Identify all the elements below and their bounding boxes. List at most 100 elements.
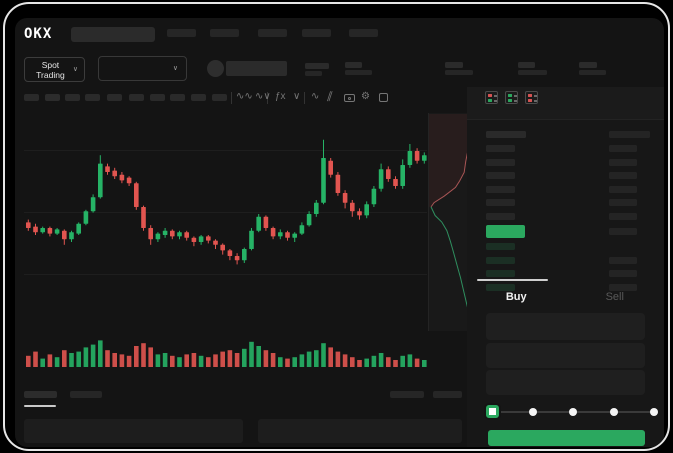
volume-bar (306, 351, 312, 367)
candle-body (155, 233, 161, 240)
timeframe-button-placeholder[interactable] (24, 94, 39, 101)
orderbook-ask-row[interactable] (467, 212, 664, 225)
orderbook-bid-row[interactable] (467, 256, 664, 269)
candle-body (364, 204, 369, 216)
stat-value-bar (518, 70, 547, 75)
buy-submit-button[interactable] (488, 430, 645, 446)
candle-body (292, 233, 297, 238)
volume-bar (155, 354, 161, 367)
volume-bar (256, 346, 261, 367)
volume-bar (414, 358, 420, 367)
chart-gridline (24, 274, 427, 275)
orderbook-combined-icon[interactable] (485, 91, 498, 104)
pair-name-placeholder[interactable] (226, 61, 287, 76)
timeframe-button-placeholder[interactable] (107, 94, 122, 101)
orderbook-ask-row[interactable] (467, 199, 664, 211)
nav-item-placeholder[interactable] (258, 29, 287, 37)
market-type-dropdown[interactable]: Spot Trading ∨ (24, 57, 85, 82)
candle-body (414, 151, 420, 161)
timeframe-button-placeholder[interactable] (128, 94, 144, 101)
orderbook-last-price-row[interactable] (467, 225, 664, 239)
orderbook-price-bar (486, 185, 515, 193)
fullscreen-icon[interactable] (379, 93, 388, 102)
tab-sell[interactable]: Sell (566, 284, 665, 310)
orderbook-bid-row[interactable] (467, 243, 664, 255)
orders-panel-placeholder (258, 419, 462, 443)
last-price-placeholder (305, 63, 329, 76)
chart-layout-icon[interactable]: ∿∨ (255, 91, 271, 102)
nav-item-placeholder[interactable] (210, 29, 239, 37)
price-input[interactable] (486, 313, 645, 340)
drawing-tools-icon[interactable]: ∥ (325, 91, 334, 102)
candle-body (278, 232, 283, 237)
orderbook-price-bar (486, 243, 515, 250)
volume-bar (342, 354, 348, 367)
orderbook-ask-row[interactable] (467, 172, 664, 184)
timeframe-button-placeholder[interactable] (149, 94, 165, 101)
amount-slider[interactable] (486, 405, 658, 418)
orderbook-ask-row[interactable] (467, 185, 664, 198)
orderbook-ask-row[interactable] (467, 158, 664, 171)
indicators-icon[interactable]: ƒx (275, 91, 286, 102)
orderbook-header[interactable] (467, 131, 664, 143)
nav-item-placeholder[interactable] (349, 29, 378, 37)
total-input[interactable] (486, 370, 645, 395)
timeframe-button-placeholder[interactable] (169, 94, 185, 101)
candle-body (162, 230, 168, 235)
timeframe-button-placeholder[interactable] (65, 94, 81, 101)
candle-body (371, 188, 377, 205)
volume-bar (407, 354, 413, 367)
indicators-chevron-icon[interactable]: ∨ (293, 91, 301, 102)
candle-body (177, 232, 182, 237)
timeframe-button-placeholder[interactable] (85, 94, 101, 101)
settings-gear-icon[interactable]: ⚙ (361, 91, 370, 102)
candle-body (270, 228, 276, 237)
camera-icon[interactable] (344, 94, 355, 102)
candle-style-icon[interactable]: ∿∿ (236, 91, 253, 102)
orders-tab[interactable] (70, 391, 102, 398)
candle-body (213, 240, 218, 245)
orderbook-price-bar (486, 199, 515, 206)
volume-bar (76, 351, 81, 367)
pair-select-dropdown[interactable]: ∨ (98, 56, 187, 81)
line-tool-icon[interactable]: ∿ (311, 91, 320, 102)
volume-bar (90, 344, 96, 367)
volume-bar (299, 354, 305, 367)
candle-body (378, 169, 384, 189)
slider-step-dot[interactable] (650, 408, 658, 416)
tab-buy[interactable]: Buy (467, 279, 566, 310)
slider-step-dot[interactable] (569, 408, 577, 416)
orderbook-asks-icon[interactable] (525, 91, 538, 104)
candlestick-chart[interactable] (24, 109, 427, 279)
nav-item-placeholder[interactable] (302, 29, 331, 37)
stat-label-bar (345, 62, 362, 68)
volume-bar (400, 355, 405, 367)
nav-item-placeholder[interactable] (167, 29, 196, 37)
search-box[interactable] (71, 27, 155, 42)
volume-bar (62, 350, 67, 367)
volume-bar (249, 341, 254, 367)
timeframe-button-placeholder[interactable] (212, 94, 227, 101)
depth-ask-area (429, 114, 474, 207)
orderbook-bid-row[interactable] (467, 270, 664, 282)
orders-action-placeholder[interactable] (433, 391, 462, 398)
timeframe-button-placeholder[interactable] (44, 94, 60, 101)
orderbook-ask-row[interactable] (467, 145, 664, 157)
slider-step-dot[interactable] (528, 408, 537, 416)
orders-tab-active[interactable] (24, 391, 57, 398)
pair-coin-icon[interactable] (207, 60, 224, 77)
orders-action-placeholder[interactable] (390, 391, 424, 398)
volume-bar (371, 355, 377, 367)
volume-bar (40, 358, 45, 367)
volume-bar (54, 357, 60, 367)
amount-input[interactable] (486, 343, 645, 368)
okx-logo[interactable]: OKX (24, 26, 53, 42)
volume-bar (105, 350, 110, 367)
volume-bar (234, 353, 240, 367)
orderbook-bids-icon[interactable] (505, 91, 518, 104)
slider-handle[interactable] (486, 405, 499, 418)
timeframe-button-placeholder[interactable] (191, 94, 207, 101)
orderbook-bid-row[interactable] (467, 283, 664, 296)
slider-step-dot[interactable] (609, 408, 618, 416)
orderbook-price-bar (486, 212, 515, 220)
